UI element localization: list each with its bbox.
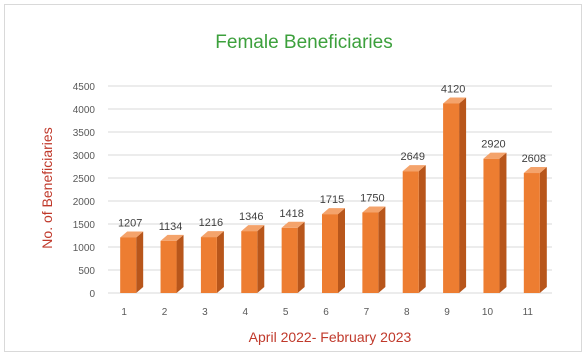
bar-3	[200, 231, 224, 293]
bar-top	[523, 167, 547, 174]
y-tick-label: 0	[89, 289, 95, 300]
bar-8	[402, 165, 426, 293]
y-tick-label: 500	[78, 266, 95, 277]
bar-side	[539, 167, 547, 293]
bar-top	[322, 208, 345, 215]
bar-top	[120, 231, 144, 238]
bar-11	[523, 167, 547, 293]
x-tick-label: 10	[482, 307, 494, 318]
x-axis-label: April 2022- February 2023	[249, 329, 412, 345]
bar-front	[120, 237, 137, 293]
bar-front	[443, 103, 460, 293]
bar-top	[200, 231, 224, 238]
bar-top	[483, 152, 507, 159]
bar-side	[499, 152, 507, 293]
y-tick-label: 2500	[73, 174, 96, 185]
x-tick-label: 11	[523, 307, 534, 318]
data-label: 1750	[360, 193, 384, 205]
bar-1	[120, 231, 144, 293]
y-tick-label: 4500	[73, 82, 96, 93]
bar-front	[483, 158, 500, 293]
chart-border	[4, 4, 582, 352]
data-label: 1346	[239, 211, 263, 223]
bars	[120, 97, 547, 293]
data-label: 1715	[320, 194, 344, 206]
bar-front	[281, 227, 298, 293]
x-tick-label: 5	[283, 307, 289, 318]
bar-top	[362, 206, 386, 213]
bar-front	[523, 173, 540, 293]
x-tick-labels: 1 2 3 4 5 6 7 8 9 10 11	[121, 307, 533, 318]
bar-front	[200, 237, 217, 293]
bar-front	[362, 212, 379, 293]
bar-7	[362, 206, 386, 293]
x-tick-label: 9	[444, 307, 450, 318]
bar-top	[241, 225, 265, 232]
bar-top	[443, 97, 467, 104]
bar-side	[136, 231, 144, 293]
data-label: 2649	[400, 151, 424, 163]
data-label: 1134	[159, 221, 183, 233]
x-tick-label: 3	[202, 307, 208, 318]
chart-title: Female Beneficiaries	[215, 32, 392, 53]
bar-10	[483, 152, 507, 293]
bar-top	[402, 165, 426, 172]
x-tick-label: 7	[364, 307, 370, 318]
bar-front	[241, 231, 258, 293]
bar-side	[338, 208, 345, 293]
bar-4	[241, 225, 265, 293]
bar-9	[443, 97, 467, 293]
bar-side	[297, 221, 305, 293]
data-label: 2920	[481, 139, 505, 151]
x-tick-label: 2	[162, 307, 168, 318]
bar-side	[459, 97, 467, 293]
y-tick-label: 4000	[73, 105, 96, 116]
x-tick-label: 6	[323, 307, 329, 318]
data-label: 1216	[199, 217, 223, 229]
gridlines	[108, 85, 552, 294]
bar-front	[160, 240, 177, 293]
bar-side	[257, 225, 265, 293]
y-tick-label: 3500	[73, 128, 96, 139]
data-label: 4120	[441, 83, 465, 95]
data-labels: 1207 1134 1216 1346 1418 1715 1750 2649 4120 2920…	[118, 83, 546, 232]
bar-6	[322, 208, 345, 293]
bar-side	[176, 234, 184, 293]
x-tick-label: 8	[404, 307, 410, 318]
y-tick-label: 3000	[73, 151, 96, 162]
data-label: 1207	[118, 217, 142, 229]
bar-side	[216, 231, 224, 293]
y-axis-label: No. of Beneficiaries	[39, 127, 55, 248]
x-tick-label: 4	[242, 307, 248, 318]
data-label: 2608	[522, 153, 546, 165]
data-label: 1418	[279, 208, 303, 220]
bar-side	[418, 165, 426, 293]
bar-side	[378, 206, 386, 293]
bar-front	[322, 214, 338, 293]
y-tick-label: 2000	[73, 197, 96, 208]
bar-top	[160, 234, 184, 241]
bar-front	[402, 171, 419, 293]
y-tick-label: 1500	[73, 220, 96, 231]
bar-2	[160, 234, 184, 293]
x-tick-label: 1	[121, 307, 127, 318]
y-tick-label: 1000	[73, 243, 96, 254]
y-tick-labels: 0 500 1000 1500 2000 2500 3000 3500 4000 4500	[73, 82, 96, 300]
bar-5	[281, 221, 305, 293]
bar-top	[281, 221, 305, 228]
